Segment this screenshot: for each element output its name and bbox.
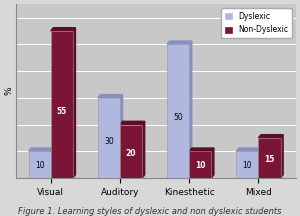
Text: 10: 10 — [195, 161, 206, 170]
Polygon shape — [51, 148, 53, 178]
Bar — [120, 124, 142, 178]
Polygon shape — [189, 148, 214, 151]
Polygon shape — [120, 95, 122, 178]
Polygon shape — [51, 28, 76, 31]
Bar — [29, 151, 51, 178]
Polygon shape — [167, 41, 192, 44]
Text: Figure 1. Learning styles of dyslexic and non dyslexic students: Figure 1. Learning styles of dyslexic an… — [18, 207, 282, 216]
Polygon shape — [259, 148, 261, 178]
Polygon shape — [212, 148, 214, 178]
Polygon shape — [142, 121, 145, 178]
Polygon shape — [29, 148, 53, 151]
Polygon shape — [259, 135, 283, 138]
Bar — [259, 138, 281, 178]
Text: 30: 30 — [104, 137, 114, 146]
Polygon shape — [189, 41, 192, 178]
Text: 10: 10 — [243, 161, 252, 170]
Bar — [167, 44, 189, 178]
Polygon shape — [236, 148, 261, 151]
Bar — [98, 98, 120, 178]
Polygon shape — [280, 135, 283, 178]
Y-axis label: %: % — [4, 87, 13, 95]
Text: 50: 50 — [173, 113, 183, 122]
Text: 10: 10 — [35, 161, 45, 170]
Bar — [236, 151, 259, 178]
Bar — [51, 31, 73, 178]
Legend: Dyslexic, Non-Dyslexic: Dyslexic, Non-Dyslexic — [221, 8, 292, 38]
Text: 20: 20 — [126, 149, 136, 158]
Polygon shape — [120, 121, 145, 124]
Text: 15: 15 — [264, 156, 275, 164]
Polygon shape — [73, 28, 76, 178]
Polygon shape — [98, 95, 122, 98]
Text: 55: 55 — [57, 107, 67, 116]
Bar — [189, 151, 212, 178]
